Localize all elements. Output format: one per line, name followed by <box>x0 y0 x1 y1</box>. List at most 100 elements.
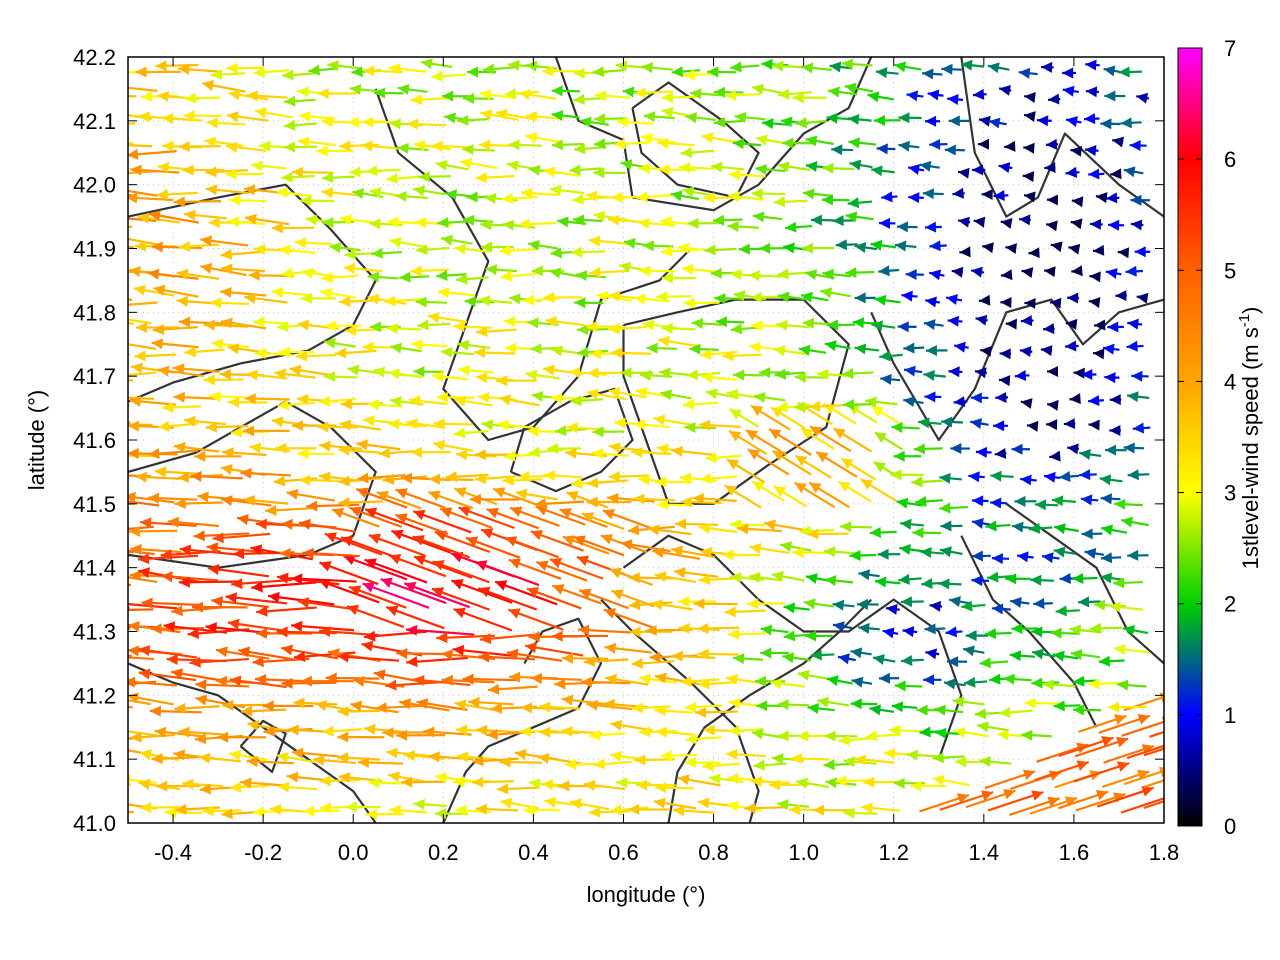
wind-vector-688 <box>1105 444 1127 456</box>
wind-vector-109 <box>472 755 519 767</box>
wind-vector-1245 <box>162 113 202 125</box>
wind-vector-774 <box>970 392 989 404</box>
wind-vector-359 <box>945 626 963 638</box>
wind-vector-1145 <box>1046 194 1059 206</box>
wind-vector-785 <box>157 365 204 377</box>
wind-vector-1044 <box>835 239 858 251</box>
wind-vector-1039 <box>704 244 737 256</box>
wind-vector-95 <box>151 753 198 765</box>
wind-vector-962 <box>1067 292 1080 304</box>
x-tick-label-4: 0.4 <box>518 840 549 865</box>
wind-vector-366 <box>1090 622 1123 634</box>
wind-vector-1234 <box>977 138 989 150</box>
wind-vector-1134 <box>773 196 808 208</box>
wind-vector-472 <box>340 535 400 560</box>
wind-vector-951 <box>800 291 829 303</box>
wind-vector-972 <box>221 263 266 275</box>
wind-vector-827 <box>1131 370 1149 382</box>
wind-vector-432 <box>474 560 540 587</box>
wind-vector-164 <box>685 733 722 745</box>
wind-vector-365 <box>1069 624 1102 636</box>
wind-vector-1248 <box>226 111 269 123</box>
y-tick-label-4: 41.4 <box>73 556 116 581</box>
wind-vector-1236 <box>1023 142 1035 154</box>
wind-vector-353 <box>805 630 833 642</box>
wind-vector-1137 <box>847 197 873 209</box>
wind-vector-965 <box>1136 292 1149 304</box>
wind-vector-267 <box>943 678 966 690</box>
wind-vector-398 <box>783 602 810 614</box>
wind-vector-175 <box>934 727 962 739</box>
wind-vector-374 <box>211 596 269 609</box>
wind-vector-1122 <box>501 192 538 204</box>
wind-vector-149 <box>337 731 385 743</box>
wind-vector-679 <box>893 450 922 462</box>
wind-vector-549 <box>1081 528 1103 540</box>
wind-vector-1022 <box>329 242 361 254</box>
wind-vector-217 <box>850 698 878 710</box>
wind-vector-724 <box>871 405 903 426</box>
wind-vector-877 <box>152 323 198 335</box>
wind-vector-616 <box>502 474 543 486</box>
wind-vector-70 <box>636 779 676 791</box>
wind-vector-163 <box>655 726 695 738</box>
wind-vector-1103 <box>1130 219 1144 231</box>
wind-vector-586 <box>860 478 897 502</box>
wind-vector-340 <box>479 633 538 645</box>
wind-vector-43 <box>1096 786 1154 808</box>
wind-vector-837 <box>295 350 336 362</box>
wind-vector-229 <box>1108 701 1147 713</box>
wind-vector-1027 <box>440 234 473 246</box>
wind-vector-378 <box>297 597 358 611</box>
wind-vector-1003 <box>951 266 964 278</box>
wind-vector-505 <box>1127 549 1149 561</box>
wind-vector-1194 <box>1110 168 1122 180</box>
wind-vector-949 <box>750 291 785 303</box>
wind-vector-1046 <box>870 239 897 251</box>
wind-vector-1356 <box>592 66 625 78</box>
y-axis-label: latitude (°) <box>24 390 49 491</box>
wind-vector-386 <box>477 586 538 611</box>
wind-vector-783 <box>128 371 156 377</box>
wind-vector-776 <box>1020 398 1033 409</box>
wind-vector-36 <box>939 790 994 811</box>
colorbar-label-end: ) <box>1238 307 1263 314</box>
wind-vector-631 <box>840 457 877 481</box>
wind-vector-84 <box>984 769 1036 790</box>
wind-vector-409 <box>1033 598 1053 610</box>
wind-vector-920 <box>128 298 133 302</box>
wind-vector-1358 <box>641 62 673 74</box>
wind-vector-1348 <box>420 58 453 70</box>
wind-vector-649 <box>194 450 242 462</box>
wind-vector-1265 <box>616 116 654 128</box>
wind-vector-535 <box>737 523 782 535</box>
wind-vector-491 <box>792 546 831 558</box>
wind-vector-310 <box>872 654 896 665</box>
wind-vector-384 <box>431 587 490 611</box>
wind-vector-851 <box>610 347 652 359</box>
wind-vector-1133 <box>751 188 785 200</box>
wind-vector-571 <box>515 488 558 501</box>
wind-vector-1034 <box>588 235 629 247</box>
wind-vector-250 <box>530 672 582 684</box>
wind-vector-459 <box>1112 577 1143 589</box>
wind-vector-899 <box>661 322 696 334</box>
wind-vector-499 <box>991 553 1010 565</box>
wind-vector-996 <box>777 268 811 280</box>
wind-vector-576 <box>633 493 676 505</box>
wind-vector-695 <box>205 421 249 433</box>
wind-vector-526 <box>535 505 586 526</box>
wind-vector-1110 <box>229 194 267 206</box>
wind-vector-610 <box>357 472 406 484</box>
wind-vector-793 <box>347 364 381 376</box>
wind-vector-1305 <box>479 89 516 101</box>
wind-vector-457 <box>1072 573 1098 585</box>
wind-vector-852 <box>646 342 677 354</box>
wind-vector-480 <box>530 529 584 552</box>
wind-vector-1043 <box>801 242 835 254</box>
wind-vector-881 <box>253 316 289 328</box>
wind-vector-493 <box>849 549 877 561</box>
x-tick-label-7: 1.0 <box>788 840 819 865</box>
wind-vector-1139 <box>908 192 924 204</box>
wind-vector-687 <box>1079 449 1102 460</box>
